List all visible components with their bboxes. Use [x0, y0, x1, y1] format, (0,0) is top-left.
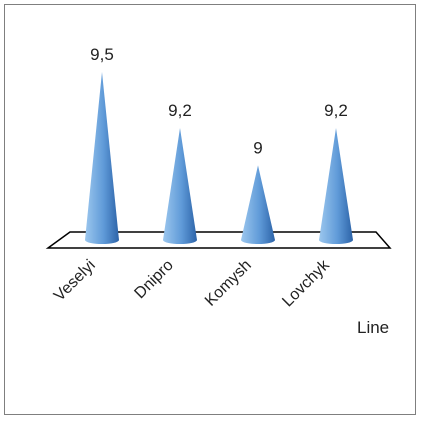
- cone-komysh: [241, 165, 275, 244]
- category-labels: Veselyi Dnipro Komysh Lovchyk: [51, 256, 334, 310]
- data-label: 9,2: [324, 101, 348, 120]
- category-label: Dnipro: [131, 257, 176, 302]
- cone-veselyi: [85, 72, 119, 244]
- category-label: Komysh: [202, 257, 255, 310]
- category-label: Lovchyk: [279, 256, 333, 310]
- data-label: 9,2: [168, 101, 192, 120]
- legend-label: Line: [357, 318, 389, 337]
- cone-series: [85, 72, 353, 244]
- data-labels: 9,5 9,2 9 9,2: [90, 45, 348, 157]
- cone-dnipro: [163, 128, 197, 244]
- chart-floor: [45, 231, 392, 249]
- data-label: 9: [253, 138, 262, 157]
- data-label: 9,5: [90, 45, 114, 64]
- cone-lovchyk: [319, 128, 353, 244]
- category-label: Veselyi: [51, 257, 99, 305]
